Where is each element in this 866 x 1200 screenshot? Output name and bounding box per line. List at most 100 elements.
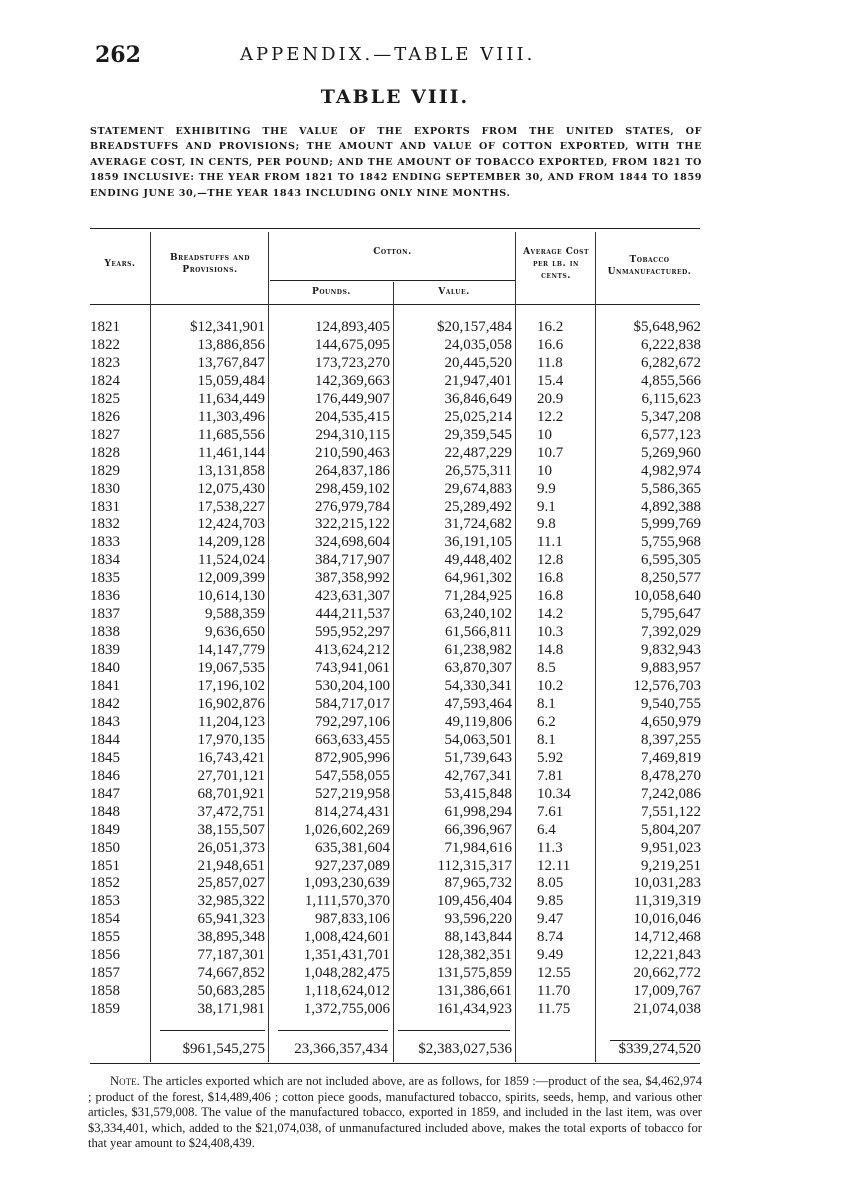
cell-year: 1829 <box>90 462 120 479</box>
cell-cotton-value: 29,674,883 <box>444 480 513 497</box>
cell-cotton-value: 61,238,982 <box>444 642 513 659</box>
cell-tobacco: 10,016,046 <box>633 911 702 928</box>
cell-cotton-value: 131,575,859 <box>437 965 512 982</box>
cell-cotton-pounds: 1,048,282,475 <box>303 965 390 982</box>
table-caption: STATEMENT EXHIBITING THE VALUE OF THE EX… <box>90 126 702 199</box>
cell-breadstuffs: 12,424,703 <box>197 516 266 533</box>
cell-cotton-pounds: 276,979,784 <box>315 498 390 515</box>
header-years: Years. <box>104 259 136 269</box>
cell-breadstuffs: 77,187,301 <box>197 947 266 964</box>
cell-cotton-value: $20,157,484 <box>437 319 512 335</box>
cell-average-cost: 11.1 <box>537 534 563 551</box>
cell-cotton-pounds: 298,459,102 <box>315 480 390 497</box>
total-rule <box>278 1030 388 1031</box>
cell-year: 1832 <box>90 516 120 533</box>
cell-average-cost: 14.2 <box>537 606 564 623</box>
cell-year: 1845 <box>90 749 120 766</box>
cell-tobacco: 10,058,640 <box>633 588 702 605</box>
cell-cotton-pounds: 792,297,106 <box>315 713 390 730</box>
cell-cotton-pounds: 1,026,602,269 <box>303 821 390 838</box>
cell-year: 1856 <box>90 947 120 964</box>
cell-year: 1826 <box>90 408 120 425</box>
cell-average-cost: 8.1 <box>537 695 556 712</box>
cell-breadstuffs: 65,941,323 <box>197 911 266 928</box>
cell-cotton-pounds: 144,675,095 <box>315 336 390 353</box>
cell-average-cost: 11.75 <box>537 1001 571 1018</box>
cell-breadstuffs: 37,472,751 <box>197 803 266 820</box>
cell-year: 1833 <box>90 534 120 551</box>
cell-cotton-value: 29,359,545 <box>444 426 513 443</box>
cell-year: 1858 <box>90 983 120 1000</box>
cell-tobacco: 4,855,566 <box>641 372 701 389</box>
cell-cotton-value: 88,143,844 <box>444 929 513 946</box>
column-divider <box>515 232 516 1062</box>
cell-cotton-value: 61,566,811 <box>445 624 512 641</box>
cell-cotton-pounds: 324,698,604 <box>315 534 390 551</box>
cell-breadstuffs: 17,538,227 <box>197 498 266 515</box>
cell-cotton-value: 131,386,661 <box>437 983 512 1000</box>
cell-average-cost: 8.05 <box>537 875 564 892</box>
cell-year: 1843 <box>90 713 120 730</box>
cell-tobacco: 8,250,577 <box>641 570 701 587</box>
cell-tobacco: 6,577,123 <box>641 426 701 443</box>
cell-cotton-value: 63,870,307 <box>444 660 513 677</box>
header-bottom-rule <box>90 304 700 305</box>
cell-breadstuffs: 9,588,359 <box>205 606 265 623</box>
cell-breadstuffs: 11,461,144 <box>198 444 265 461</box>
cell-cotton-pounds: 1,351,431,701 <box>303 947 390 964</box>
cell-breadstuffs: 12,009,399 <box>197 570 266 587</box>
cell-average-cost: 6.4 <box>537 821 556 838</box>
cell-cotton-pounds: 322,215,122 <box>315 516 390 533</box>
cell-tobacco: 21,074,038 <box>633 1001 702 1018</box>
cell-average-cost: 10.34 <box>537 785 571 802</box>
cell-cotton-pounds: 264,837,186 <box>315 462 390 479</box>
cell-cotton-pounds: 987,833,106 <box>315 911 390 928</box>
cell-year: 1842 <box>90 695 120 712</box>
cell-tobacco: 9,219,251 <box>641 857 701 874</box>
cell-year: 1825 <box>90 390 120 407</box>
header-cotton: Cotton. <box>373 247 412 257</box>
cell-cotton-pounds: 872,905,996 <box>315 749 390 766</box>
cell-average-cost: 9.9 <box>537 480 556 497</box>
cell-average-cost: 10.7 <box>537 444 564 461</box>
page-number: 262 <box>95 42 141 68</box>
cell-average-cost: 9.1 <box>537 498 556 515</box>
cotton-subrule <box>270 280 515 281</box>
cell-breadstuffs: 10,614,130 <box>197 588 266 605</box>
cell-cotton-pounds: 176,449,907 <box>315 390 390 407</box>
table-top-rule <box>90 228 700 229</box>
cell-tobacco: 4,650,979 <box>641 713 701 730</box>
cell-tobacco: 20,662,772 <box>633 965 702 982</box>
cell-breadstuffs: 38,895,348 <box>197 929 266 946</box>
cell-cotton-value: 36,846,649 <box>444 390 513 407</box>
cell-tobacco: 7,469,819 <box>641 749 701 766</box>
cell-average-cost: 16.8 <box>537 570 564 587</box>
total-rule <box>610 1040 700 1041</box>
cell-cotton-pounds: 1,111,570,370 <box>304 893 390 910</box>
cell-cotton-value: 54,330,341 <box>444 678 513 694</box>
cell-breadstuffs: 38,155,507 <box>197 821 266 838</box>
total-rule <box>160 1030 265 1031</box>
cell-year: 1837 <box>90 606 120 623</box>
cell-breadstuffs: 13,886,856 <box>197 336 266 353</box>
header-average-cost: Average Cost per lb. in cents. <box>523 247 589 281</box>
cell-average-cost: 14.8 <box>537 642 564 659</box>
cell-tobacco: 9,951,023 <box>641 839 701 856</box>
cell-cotton-value: 42,767,341 <box>444 767 513 784</box>
cell-tobacco: 11,319,319 <box>634 893 701 910</box>
cell-average-cost: 9.49 <box>537 947 564 964</box>
column-divider <box>595 232 596 1062</box>
cell-average-cost: 10.3 <box>537 624 564 641</box>
cell-breadstuffs: 11,524,024 <box>198 552 265 569</box>
cell-tobacco: 7,392,029 <box>641 624 701 641</box>
cell-year: 1821 <box>90 319 120 335</box>
cell-tobacco: 17,009,767 <box>633 983 702 1000</box>
cell-cotton-pounds: 663,633,455 <box>315 731 390 748</box>
cell-cotton-pounds: 743,941,061 <box>315 660 390 677</box>
cell-year: 1857 <box>90 965 120 982</box>
cell-tobacco: $5,648,962 <box>633 319 702 335</box>
cell-year: 1822 <box>90 336 120 353</box>
cell-tobacco: 4,892,388 <box>641 498 701 515</box>
cell-tobacco: 8,478,270 <box>641 767 701 784</box>
cell-average-cost: 10 <box>537 462 552 479</box>
